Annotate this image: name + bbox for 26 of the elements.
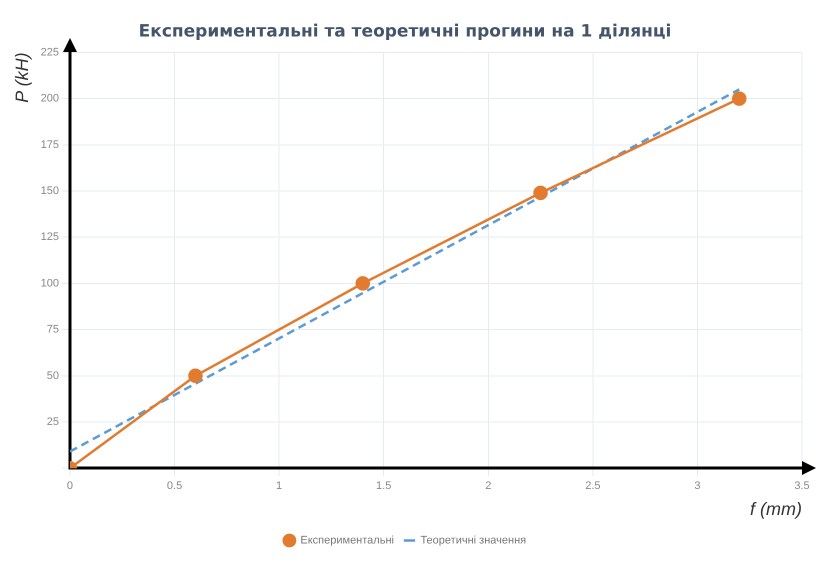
y-tick-label: 200	[40, 92, 59, 105]
y-tick-label: 225	[40, 46, 59, 58]
x-tick-label: 0.5	[166, 480, 182, 492]
y-tick-label: 25	[46, 416, 59, 428]
legend-label: Експериментальні	[300, 534, 394, 547]
y-tick-label: 75	[46, 324, 59, 336]
y-tick-label: 150	[40, 185, 59, 198]
y-tick-label: 50	[46, 370, 59, 382]
x-tick-label: 3	[694, 480, 700, 492]
y-tick-label: 100	[40, 277, 59, 290]
x-tick-label: 1	[276, 480, 282, 492]
x-tick-label: 0	[66, 480, 74, 492]
legend-label: Теоретичні значення	[420, 534, 526, 547]
y-tick-label: 175	[40, 138, 59, 151]
point	[356, 276, 370, 291]
x-tick-label: 3.5	[794, 480, 810, 492]
y-tick-label: 125	[40, 231, 59, 244]
x-axis-title: f (mm)	[750, 499, 802, 520]
chart-title: Експериментальні та теоретичні прогини на 1 ділянці	[138, 22, 672, 42]
point	[188, 368, 203, 384]
x-tick-label: 2.5	[585, 480, 600, 492]
y-axis-title: P (kH)	[12, 52, 32, 103]
point	[533, 186, 548, 200]
x-tick-label: 1.5	[376, 480, 392, 492]
point	[732, 91, 747, 106]
x-tick-label: 2	[485, 480, 492, 492]
